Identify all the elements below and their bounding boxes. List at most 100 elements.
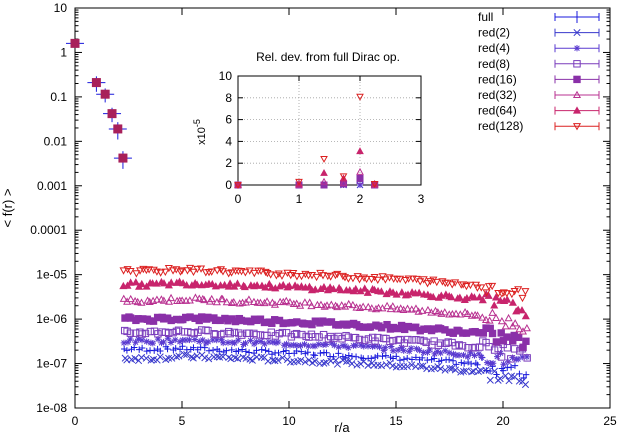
data-point [368,355,375,362]
inset-x-tick-label: 1 [296,192,303,206]
data-point [213,336,220,344]
data-point [505,377,513,385]
data-point [138,336,146,344]
data-point [126,278,135,286]
data-point [400,347,407,354]
data-point [150,347,158,354]
data-point [178,296,187,304]
data-point [222,297,231,306]
data-point [523,354,531,362]
data-point [156,269,165,277]
data-point [333,270,342,279]
data-point [420,337,428,345]
data-point [297,342,304,349]
data-point [290,330,299,339]
data-point [186,336,193,344]
data-point [379,353,386,360]
data-point [438,357,445,364]
data-point [145,266,154,274]
data-point [389,336,397,345]
data-point [164,345,171,353]
data-point [446,364,454,372]
data-point [453,361,460,368]
inset-x-tick-label: 0 [235,192,242,206]
data-point [488,329,497,338]
data-point [522,371,530,378]
data-point [218,294,227,303]
data-point [508,298,517,306]
data-point [123,266,132,274]
data-point [250,269,259,278]
data-point [228,339,236,346]
data-point [458,342,467,350]
data-point [326,273,335,281]
data-point [154,330,162,338]
data-point [445,349,453,357]
inset-data-point [320,177,328,185]
inset-data-point [356,147,364,155]
data-point [451,342,460,350]
data-point [323,349,330,357]
data-point [201,344,208,351]
legend-label: red(4) [478,41,510,55]
data-point [392,290,401,298]
data-point [507,355,515,363]
data-point [290,341,297,349]
data-point [302,332,310,341]
data-point [447,292,456,301]
data-point [133,297,142,306]
data-point [367,304,376,312]
data-point [318,272,328,280]
data-point [377,287,386,295]
data-point [132,270,141,278]
data-point [238,346,246,353]
data-point [199,336,206,344]
data-point [278,354,287,362]
data-point [315,333,323,341]
data-point [405,348,413,355]
data-point [126,294,135,303]
data-point [146,327,155,336]
inset-data-point [357,182,363,188]
data-point [137,279,146,288]
data-point [253,281,262,289]
data-point [131,354,139,363]
data-point [292,299,301,307]
data-point [131,278,140,286]
data-point [258,346,265,353]
data-point [179,342,186,350]
data-point [509,354,516,361]
data-point [367,275,376,284]
data-point [185,296,194,304]
data-point [519,343,527,351]
data-point [501,372,509,380]
inset-data-point [234,182,242,190]
data-point [387,343,395,350]
inset-plot-frame [237,75,422,186]
data-point [193,265,202,274]
data-point [364,342,372,350]
data-point [234,355,242,363]
data-point [334,332,342,341]
data-point [382,361,390,369]
data-point [474,367,482,375]
data-point [431,350,438,358]
data-point [292,273,302,281]
data-point [277,272,287,280]
main-x-axis-label: r/a [334,420,350,435]
data-point [371,304,381,313]
data-point [225,353,233,361]
data-point [176,268,185,276]
y-tick-label: 0.0001 [30,223,67,237]
data-point [298,330,306,339]
x-tick-label: 25 [603,414,617,428]
data-point [440,308,449,316]
data-point [218,336,225,343]
data-point [286,342,294,349]
data-point [300,298,309,306]
data-point [474,361,481,368]
data-point [269,356,277,364]
legend-marker [573,29,581,37]
data-point [171,336,179,344]
